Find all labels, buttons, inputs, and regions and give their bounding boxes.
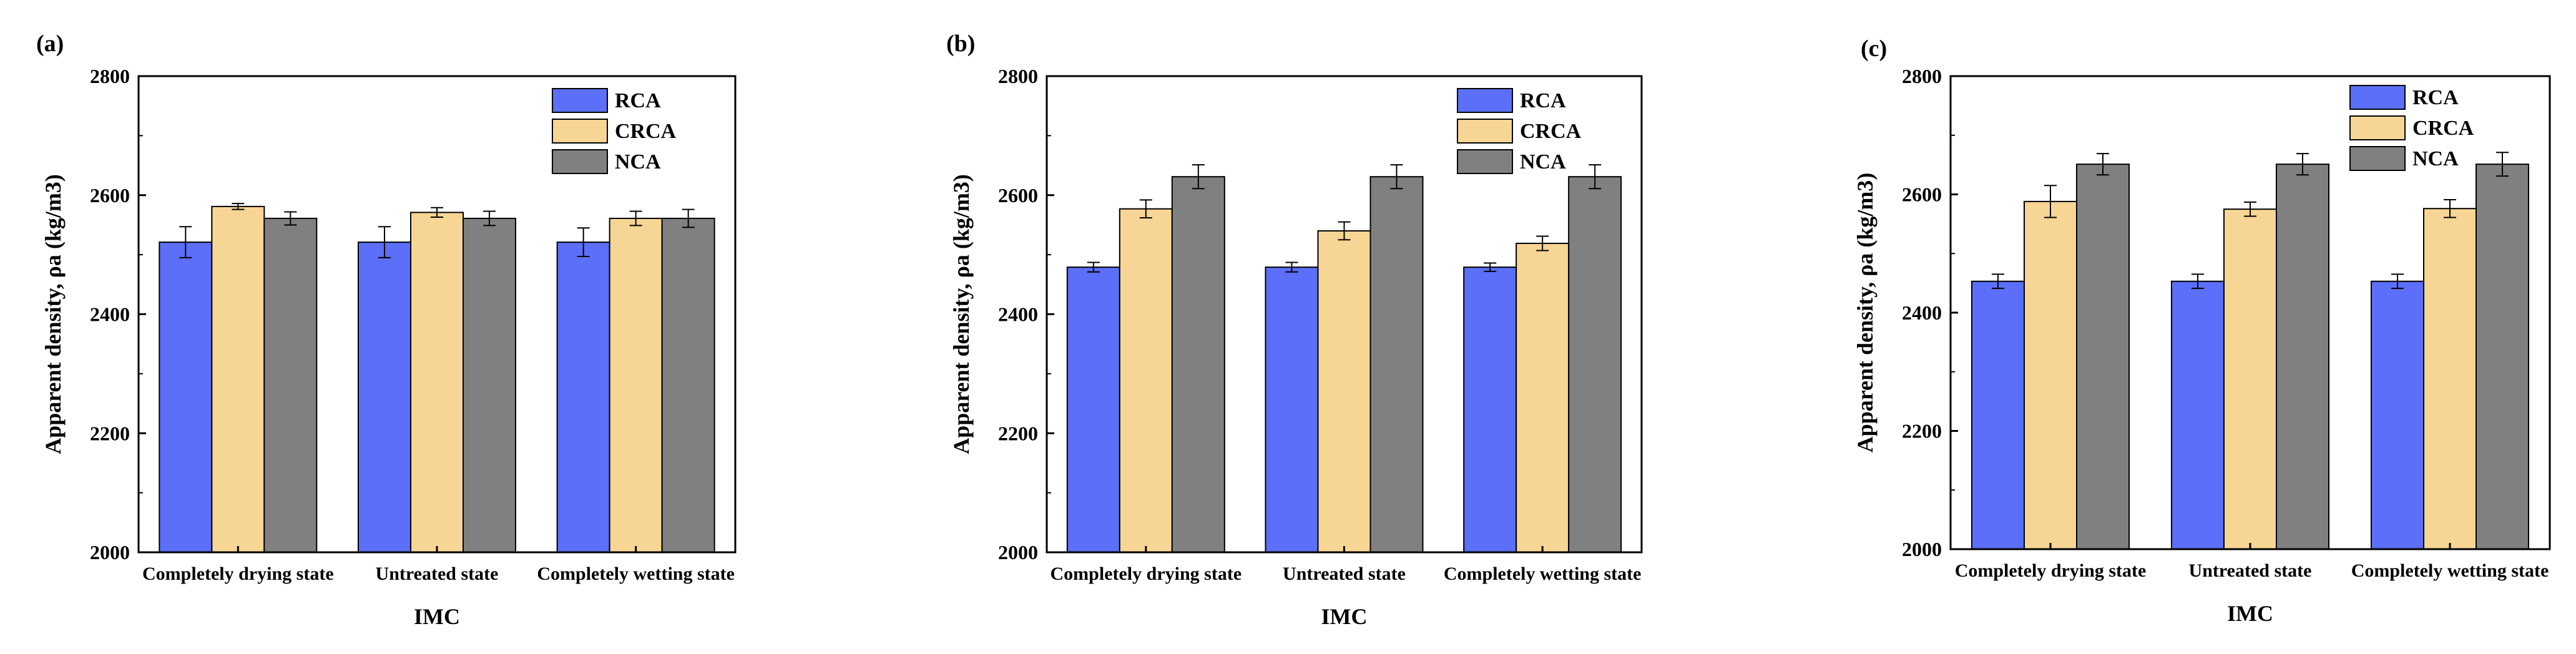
bar-nca-completely-wetting-state [2476, 164, 2529, 550]
panel-label: (c) [1861, 36, 1887, 62]
bar-rca-completely-drying-state [1971, 280, 2025, 550]
legend-swatch-rca [1457, 88, 1513, 113]
legend-label-nca: NCA [2412, 147, 2459, 170]
x-tick-label-completely-drying-state: Completely drying state [1955, 560, 2147, 581]
bar-nca-completely-drying-state [2076, 164, 2130, 550]
bar-rca-completely-wetting-state [2371, 280, 2424, 550]
bar-nca-untreated-state [2276, 164, 2329, 550]
bar-nca-untreated-state [1369, 176, 1424, 553]
legend-label-nca: NCA [615, 150, 661, 173]
legend-swatch-nca [552, 149, 608, 174]
y-tick-label: 2600 [998, 184, 1038, 207]
y-tick-label: 2000 [90, 541, 130, 564]
legend-label-crca: CRCA [615, 120, 677, 143]
legend-swatch-nca [2349, 146, 2406, 171]
legend-label-nca: NCA [1520, 150, 1566, 173]
legend-label-rca: RCA [1520, 89, 1566, 112]
bar-crca-completely-wetting-state [1516, 243, 1570, 553]
x-tick-label-completely-wetting-state: Completely wetting state [1444, 564, 1642, 584]
legend-swatch-crca [552, 119, 608, 144]
x-axis-title: IMC [2227, 601, 2273, 626]
legend-swatch-nca [1457, 149, 1513, 174]
y-tick-label: 2800 [998, 65, 1038, 87]
legend-label-rca: RCA [2412, 86, 2459, 109]
y-tick-label: 2600 [1902, 183, 1942, 206]
bar-nca-completely-wetting-state [1568, 176, 1622, 553]
x-tick-label-completely-drying-state: Completely drying state [142, 564, 334, 584]
chart-panel-1: (a) 2000 2200 2400 2600 2800 Completely drying… [36, 31, 737, 629]
y-tick-label: 2000 [1902, 538, 1942, 560]
bar-rca-untreated-state [358, 242, 411, 553]
x-tick-label-untreated-state: Untreated state [1283, 564, 1406, 584]
x-tick-label-untreated-state: Untreated state [2189, 560, 2312, 581]
legend-swatch-rca [552, 88, 608, 113]
legend-label-crca: CRCA [1520, 120, 1582, 143]
bar-crca-completely-drying-state [1119, 208, 1173, 553]
y-tick-label: 2000 [998, 541, 1038, 564]
y-tick-label: 2800 [1902, 65, 1942, 87]
legend-swatch-crca [2349, 115, 2406, 140]
y-tick-label: 2200 [1902, 420, 1942, 442]
bar-rca-completely-drying-state [159, 242, 213, 553]
bar-nca-completely-drying-state [1171, 176, 1225, 553]
y-tick-label: 2400 [1902, 301, 1942, 324]
y-tick-label: 2800 [90, 65, 130, 87]
y-tick-label: 2600 [90, 184, 130, 207]
bar-crca-untreated-state [1317, 230, 1371, 554]
bar-rca-completely-wetting-state [1463, 266, 1517, 553]
y-tick-label: 2400 [90, 303, 130, 326]
bar-nca-completely-drying-state [263, 217, 318, 554]
x-axis-title: IMC [414, 604, 460, 629]
y-axis-title: Apparent density, ρa (kg/m3) [949, 174, 974, 454]
panel-label: (b) [946, 31, 975, 57]
bar-crca-untreated-state [410, 212, 464, 553]
legend-label-crca: CRCA [2412, 117, 2474, 140]
bar-nca-untreated-state [463, 217, 516, 554]
bar-crca-completely-drying-state [211, 205, 265, 553]
y-tick-label: 2200 [998, 422, 1038, 444]
y-tick-label: 2400 [998, 303, 1038, 326]
bar-crca-completely-drying-state [2024, 200, 2077, 550]
legend-label-rca: RCA [615, 89, 661, 112]
y-axis-title: Apparent density, ρa (kg/m3) [41, 174, 66, 454]
x-axis-title: IMC [1321, 604, 1368, 629]
legend-swatch-crca [1457, 119, 1513, 144]
bar-rca-untreated-state [2171, 280, 2225, 550]
x-tick-label-completely-wetting-state: Completely wetting state [2351, 560, 2549, 581]
legend-swatch-rca [2349, 85, 2406, 110]
bar-crca-untreated-state [2223, 208, 2277, 550]
bar-nca-completely-wetting-state [661, 217, 715, 554]
x-tick-label-untreated-state: Untreated state [376, 564, 499, 584]
bar-rca-completely-wetting-state [556, 242, 610, 553]
panel-label: (a) [36, 31, 64, 57]
x-tick-label-completely-wetting-state: Completely wetting state [537, 564, 735, 584]
bar-crca-completely-wetting-state [2423, 208, 2477, 550]
x-tick-label-completely-drying-state: Completely drying state [1050, 564, 1242, 584]
bar-crca-completely-wetting-state [609, 217, 663, 554]
y-axis-title: Apparent density, ρa (kg/m3) [1853, 173, 1878, 453]
bar-rca-untreated-state [1265, 266, 1319, 553]
y-tick-label: 2200 [90, 422, 130, 444]
chart-panel-3: (c) 2000 2200 2400 2600 2800 Completely drying… [1853, 36, 2551, 626]
chart-panel-2: (b) 2000 2200 2400 2600 2800 Completely drying… [946, 31, 1643, 629]
bar-rca-completely-drying-state [1066, 266, 1120, 553]
